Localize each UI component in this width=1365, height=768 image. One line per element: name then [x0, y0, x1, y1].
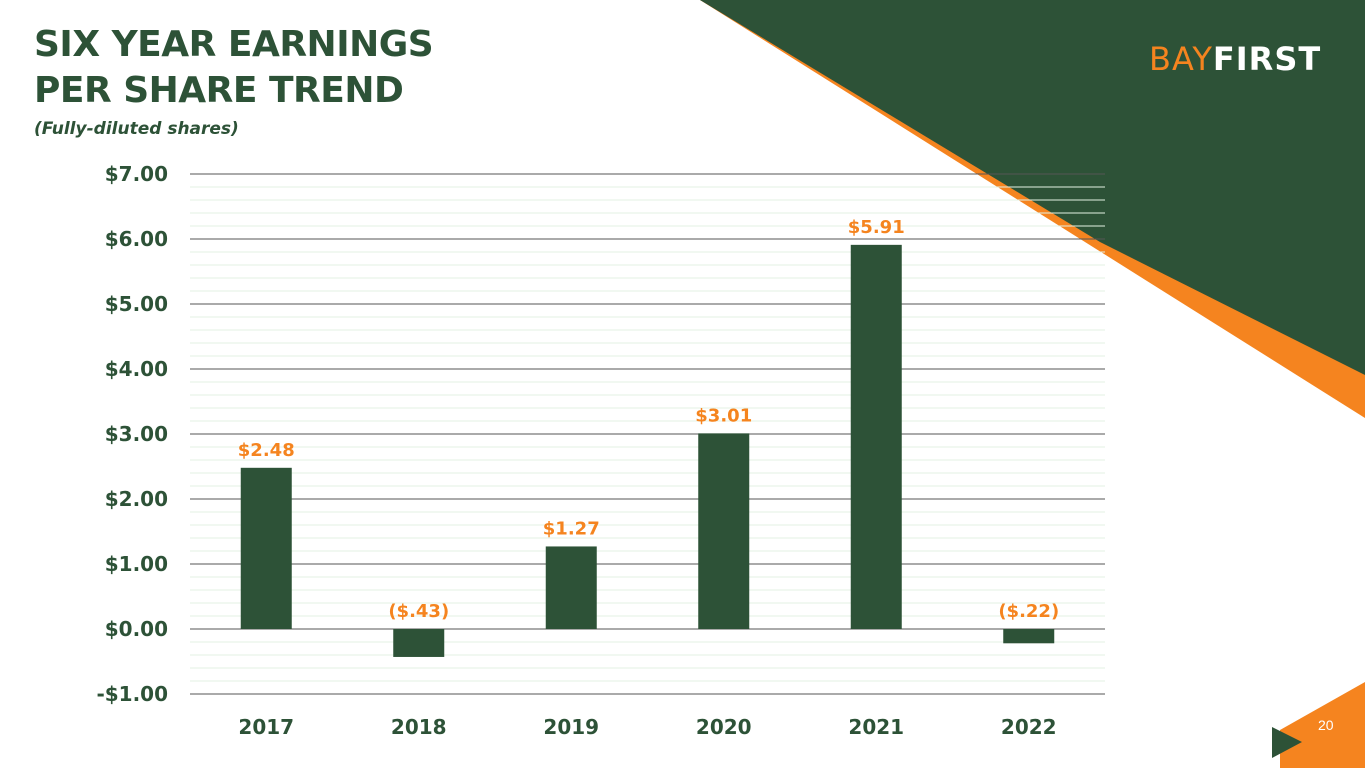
y-tick-label: $7.00 — [105, 162, 168, 186]
x-tick-label: 2019 — [543, 715, 599, 739]
page-title: SIX YEAR EARNINGS PER SHARE TREND — [34, 22, 434, 114]
logo-text-bay: BAY — [1149, 40, 1213, 78]
next-arrow-icon — [1272, 727, 1302, 758]
bayfirst-logo: BAYFIRST — [1149, 40, 1321, 78]
y-tick-label: $6.00 — [105, 227, 168, 251]
bar — [240, 467, 292, 629]
data-label: ($.43) — [388, 601, 449, 622]
data-label: $1.27 — [543, 518, 600, 539]
page-number: 20 — [1318, 717, 1334, 733]
x-tick-label: 2018 — [391, 715, 447, 739]
y-tick-label: $5.00 — [105, 292, 168, 316]
data-label: $5.91 — [848, 217, 905, 238]
page-subtitle: (Fully-diluted shares) — [34, 119, 239, 139]
x-tick-label: 2020 — [696, 715, 752, 739]
data-label: $3.01 — [695, 405, 752, 426]
x-tick-label: 2022 — [1001, 715, 1057, 739]
y-tick-label: $1.00 — [105, 552, 168, 576]
y-tick-label: $4.00 — [105, 357, 168, 381]
title-line-2: PER SHARE TREND — [34, 70, 404, 111]
bar — [545, 546, 597, 629]
bar — [850, 244, 902, 629]
y-tick-label: $2.00 — [105, 487, 168, 511]
title-line-1: SIX YEAR EARNINGS — [34, 24, 434, 65]
orange-corner-triangle — [1280, 682, 1365, 768]
y-tick-label: -$1.00 — [96, 682, 168, 706]
data-label: ($.22) — [998, 601, 1059, 622]
bar — [393, 629, 445, 657]
y-tick-label: $3.00 — [105, 422, 168, 446]
x-tick-label: 2017 — [238, 715, 294, 739]
bar — [698, 433, 750, 629]
data-label: $2.48 — [238, 440, 295, 461]
x-tick-label: 2021 — [848, 715, 904, 739]
y-tick-label: $0.00 — [105, 617, 168, 641]
logo-text-first: FIRST — [1212, 40, 1322, 78]
bar — [1003, 629, 1055, 644]
